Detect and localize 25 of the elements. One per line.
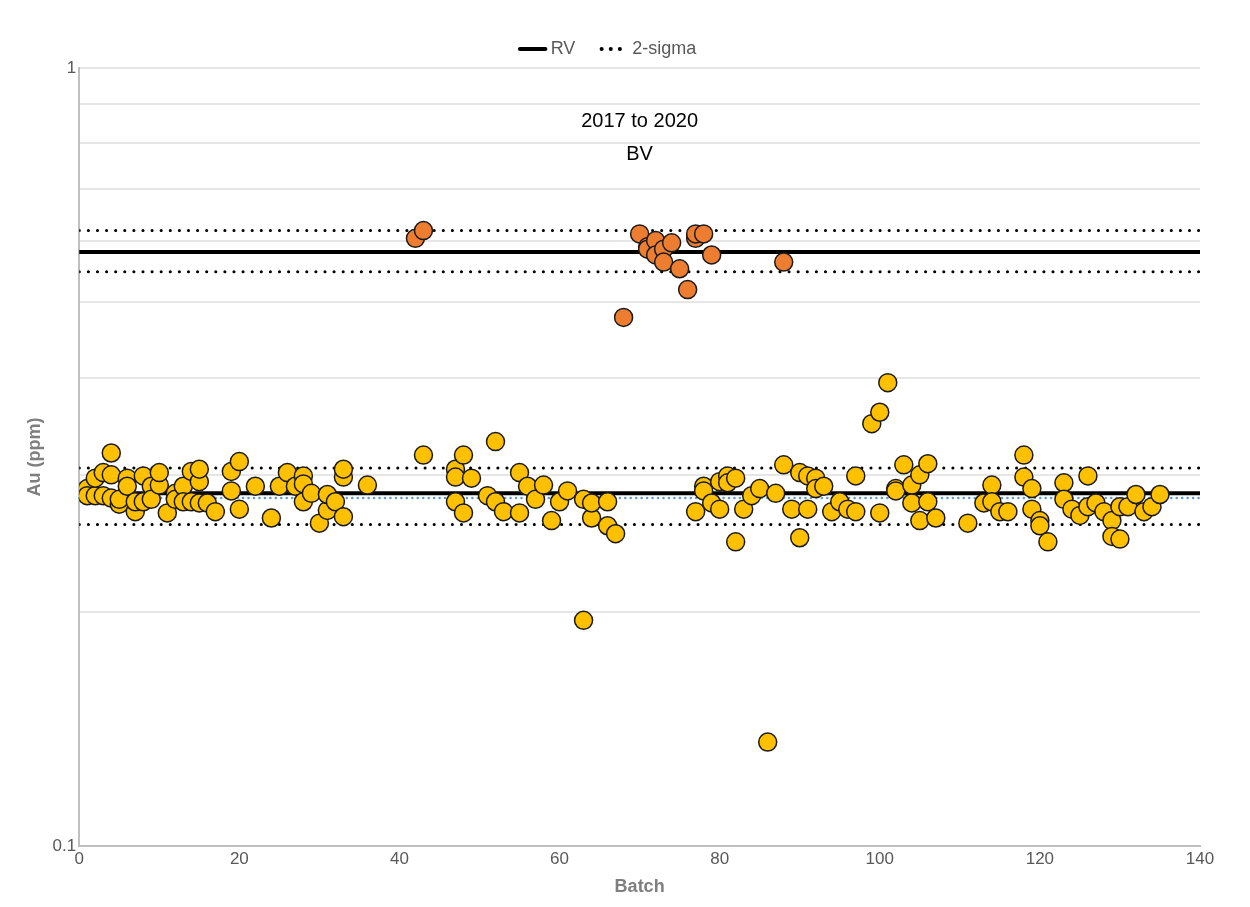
x-tick-label: 80 xyxy=(710,848,730,868)
x-tick-label: 0 xyxy=(74,848,84,868)
y-tick-label: 1 xyxy=(66,57,77,77)
x-tick-label: 120 xyxy=(1025,848,1055,868)
point xyxy=(413,220,434,241)
y-axis-title: Au (ppm) xyxy=(23,417,44,497)
point xyxy=(613,307,634,328)
legend-label: RV xyxy=(550,37,576,58)
x-tick-label: 40 xyxy=(389,848,409,868)
point xyxy=(773,252,794,272)
point xyxy=(669,259,690,279)
annotation: BV xyxy=(626,141,654,164)
x-axis-title: Batch xyxy=(614,876,665,897)
point xyxy=(701,245,722,265)
point xyxy=(661,233,682,253)
x-tick-label: 100 xyxy=(865,848,894,868)
point xyxy=(677,279,698,300)
x-tick-label: 60 xyxy=(550,848,570,868)
annotation: 2017 to 2020 xyxy=(581,108,699,131)
x-tick-label: 140 xyxy=(1185,848,1215,868)
point xyxy=(693,224,714,244)
y-tick-label: 0.1 xyxy=(52,835,77,855)
x-tick-label: 20 xyxy=(229,848,249,868)
legend-label: 2-sigma xyxy=(632,37,698,58)
point xyxy=(653,252,674,272)
